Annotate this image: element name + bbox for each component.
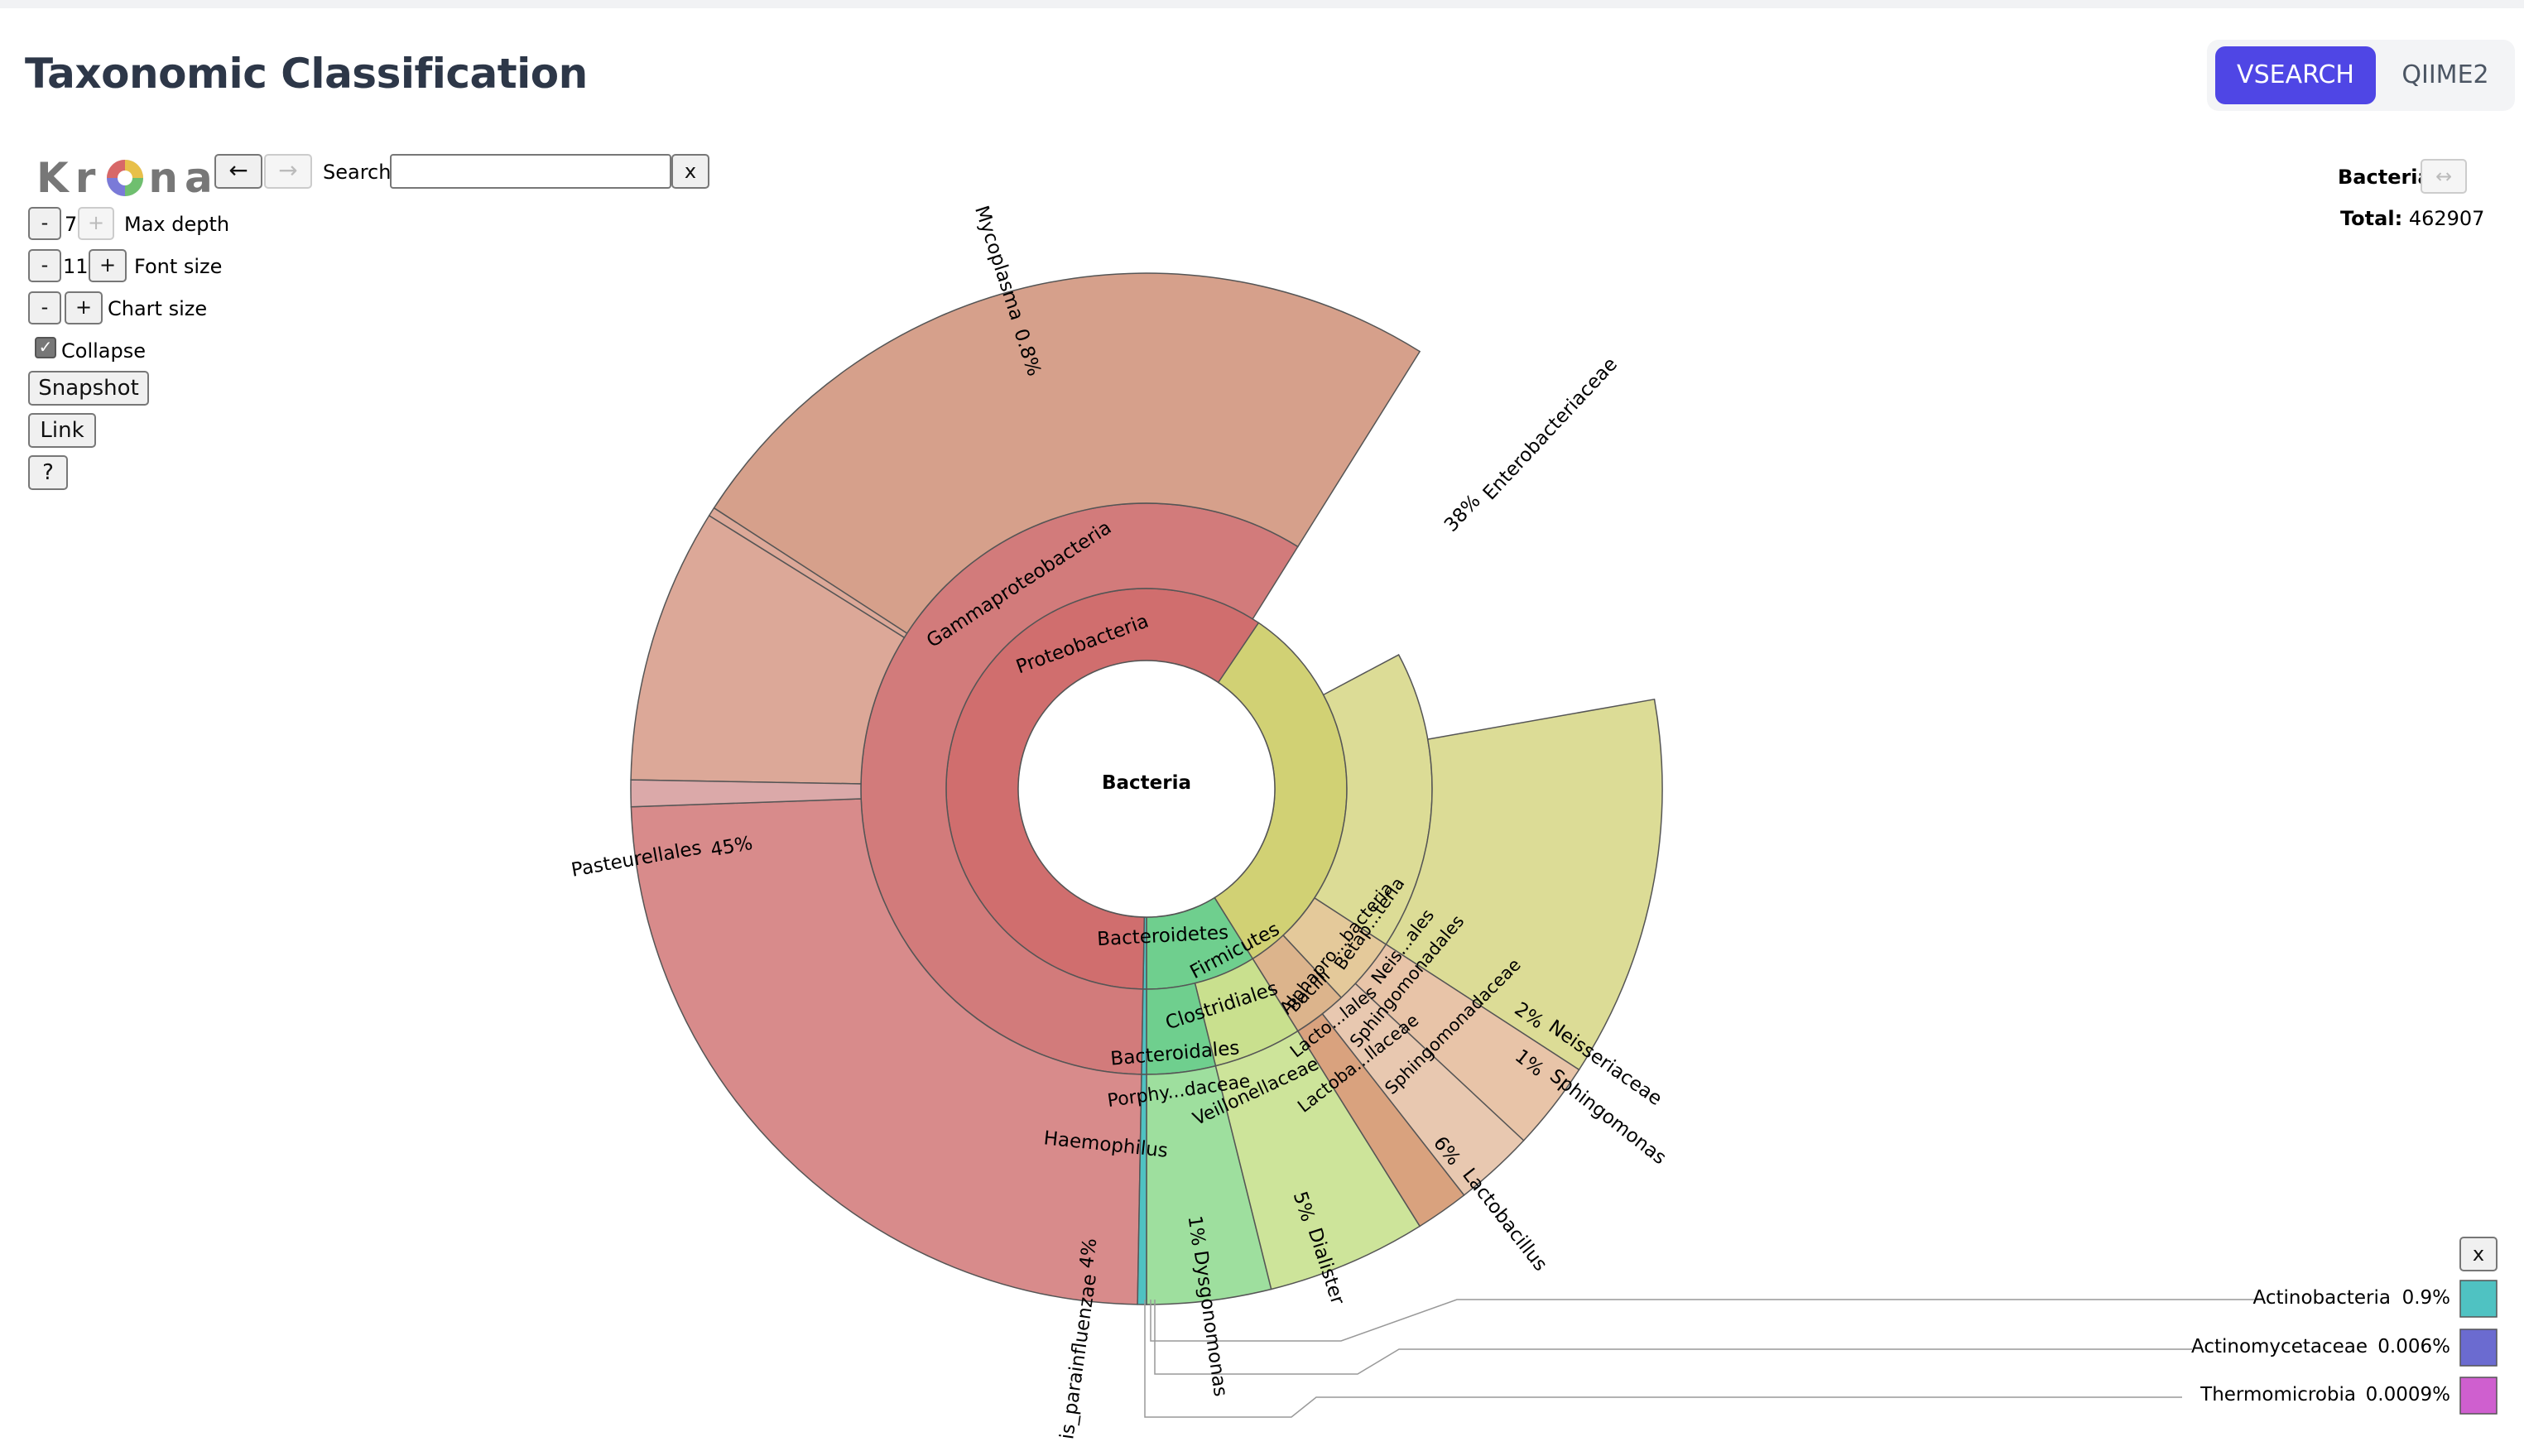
- krona-pie-icon: [105, 158, 145, 198]
- legend-actinobacteria-label: Actinobacteria: [2253, 1287, 2391, 1309]
- label-parainfluenzae-pct: 4%: [1076, 1237, 1102, 1270]
- details-total: Total: 462907: [2340, 207, 2484, 230]
- tab-qiime2[interactable]: QIIME2: [2401, 60, 2489, 89]
- collapse-checkbox[interactable]: ✓: [35, 337, 56, 358]
- label-lactobacillus: Lactobacillus: [1458, 1165, 1551, 1276]
- sector-bacteria-root[interactable]: [1017, 660, 1276, 918]
- search-label: Search:: [323, 161, 398, 184]
- font-size-value: 11: [63, 255, 89, 278]
- checkmark-icon: ✓: [38, 339, 53, 357]
- search-clear-button[interactable]: x: [671, 154, 709, 189]
- page-title: Taxonomic Classification: [25, 50, 588, 98]
- sector-dialister[interactable]: [1214, 1030, 1421, 1290]
- legend-thermomicrobia-pct: 0.0009%: [2366, 1384, 2450, 1406]
- legend-actinobacteria-pct: 0.9%: [2402, 1287, 2450, 1309]
- sunburst-sectors: [630, 272, 1663, 1305]
- legend-actinomycetaceae-pct: 0.006%: [2377, 1336, 2450, 1357]
- logo-letter-n: n: [148, 153, 185, 202]
- link-button[interactable]: Link: [28, 413, 96, 448]
- legend-item-thermomicrobia[interactable]: Thermomicrobia 0.0009%: [2199, 1377, 2498, 1415]
- chart-size-plus-button[interactable]: +: [65, 291, 103, 324]
- font-size-label: Font size: [134, 255, 223, 278]
- max-depth-value: 7: [65, 213, 78, 236]
- legend-connectors: [1144, 1299, 2258, 1418]
- max-depth-plus-button[interactable]: +: [78, 207, 114, 240]
- chart-size-label: Chart size: [108, 297, 208, 320]
- legend-close-button[interactable]: x: [2459, 1237, 2498, 1271]
- logo-letter-k: K: [36, 153, 75, 202]
- expand-icon[interactable]: ↔: [2421, 159, 2467, 194]
- classifier-toggle: VSEARCH QIIME2: [2207, 40, 2515, 111]
- legend-actinomycetaceae-swatch: [2459, 1329, 2498, 1367]
- sector-other-proteo[interactable]: [1296, 1012, 1465, 1228]
- legend-connector-line: [1150, 1299, 2258, 1342]
- logo-letter-a: a: [185, 153, 219, 202]
- label-dysgonomonas-pct: 1%: [1184, 1214, 1209, 1247]
- sector-enterobacteriaceae[interactable]: [713, 272, 1421, 635]
- legend-connector-line: [1154, 1300, 2192, 1375]
- label-sphingomonas: Sphingomonas: [1546, 1065, 1670, 1169]
- sector-actinobacteria-leaf[interactable]: [1137, 1074, 1147, 1305]
- back-button[interactable]: ←: [214, 154, 262, 189]
- sector-lactobacillus[interactable]: [1385, 698, 1663, 1071]
- chart-size-minus-button[interactable]: -: [28, 291, 61, 324]
- logo-letter-r: r: [75, 153, 103, 202]
- details-name: Bacteria: [2338, 166, 2431, 189]
- legend-connector-line: [1144, 1300, 2182, 1418]
- collapse-label: Collapse: [61, 339, 146, 363]
- sector-haemophilus[interactable]: [630, 779, 862, 808]
- legend-actinobacteria-swatch: [2459, 1280, 2498, 1318]
- max-depth-label: Max depth: [124, 213, 230, 236]
- snapshot-button[interactable]: Snapshot: [28, 371, 149, 406]
- legend-thermomicrobia-swatch: [2459, 1377, 2498, 1415]
- help-button[interactable]: ?: [28, 455, 68, 490]
- total-label: Total:: [2340, 207, 2403, 230]
- search-input[interactable]: [390, 154, 671, 189]
- legend-thermomicrobia-label: Thermomicrobia: [2199, 1384, 2356, 1406]
- legend-item-actinomycetaceae[interactable]: Actinomycetaceae 0.006%: [2191, 1329, 2498, 1367]
- root-label: Bacteria: [1102, 772, 1191, 794]
- sector-pasteurellales[interactable]: [630, 798, 1142, 1305]
- total-value: 462907: [2408, 207, 2485, 230]
- label-enterobacteriaceae: Enterobacteriaceae: [1479, 353, 1622, 504]
- max-depth-minus-button[interactable]: -: [28, 207, 61, 240]
- legend-actinomycetaceae-label: Actinomycetaceae: [2191, 1336, 2368, 1357]
- font-size-minus-button[interactable]: -: [28, 249, 61, 282]
- legend-item-actinobacteria[interactable]: Actinobacteria 0.9%: [2253, 1280, 2498, 1318]
- krona-logo: Kr na: [36, 151, 219, 202]
- forward-button[interactable]: →: [264, 154, 312, 189]
- sector-mycoplasma[interactable]: [708, 507, 908, 639]
- font-size-plus-button[interactable]: +: [89, 249, 127, 282]
- tab-vsearch[interactable]: VSEARCH: [2215, 46, 2376, 104]
- label-enterobacteriaceae-pct: 38%: [1440, 491, 1485, 536]
